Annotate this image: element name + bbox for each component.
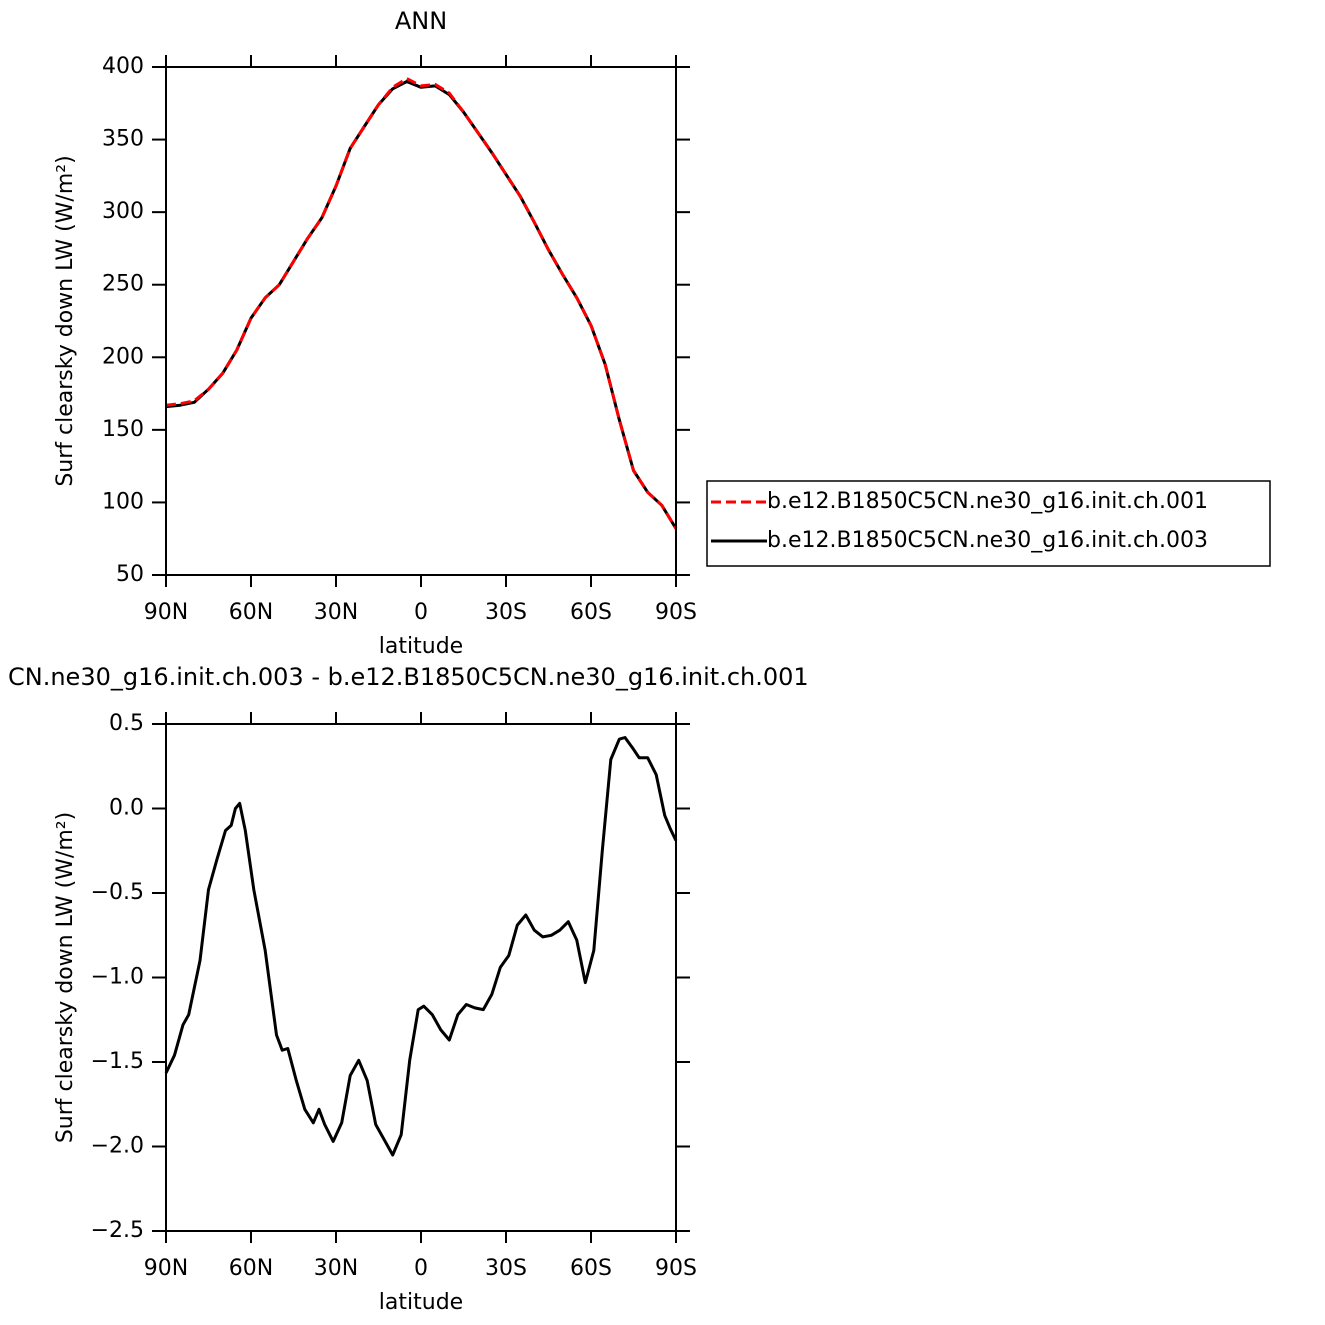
x-tick-label: 0 [414, 600, 428, 625]
y-tick-label: 150 [102, 417, 144, 442]
y-tick-label: −1.5 [91, 1049, 144, 1074]
y-tick-label: 50 [116, 562, 144, 587]
legend-label: b.e12.B1850C5CN.ne30_g16.init.ch.001 [767, 489, 1208, 514]
x-tick-label: 90N [144, 1256, 188, 1281]
y-tick-label: 0.5 [109, 711, 144, 736]
y-tick-label: 0.0 [109, 796, 144, 821]
y-tick-label: 300 [102, 199, 144, 224]
x-tick-label: 90N [144, 600, 188, 625]
y-tick-label: −2.0 [91, 1134, 144, 1159]
y-tick-label: −1.0 [91, 965, 144, 990]
chart-title: CN.ne30_g16.init.ch.003 - b.e12.B1850C5C… [8, 663, 809, 691]
x-axis-label: latitude [379, 1290, 463, 1315]
legend-label: b.e12.B1850C5CN.ne30_g16.init.ch.003 [767, 528, 1208, 553]
plot-frame [165, 66, 677, 576]
x-tick-label: 0 [414, 1256, 428, 1281]
x-tick-label: 60S [570, 1256, 612, 1281]
x-tick-label: 90S [655, 1256, 697, 1281]
y-tick-label: 100 [102, 489, 144, 514]
x-tick-label: 60S [570, 600, 612, 625]
y-tick-label: −0.5 [91, 880, 144, 905]
y-axis-label: Surf clearsky down LW (W/m²) [53, 812, 78, 1143]
plot-frame [165, 723, 677, 1232]
data-line [165, 80, 678, 530]
y-tick-label: 400 [102, 54, 144, 79]
legend-box [706, 480, 1271, 567]
y-tick-label: −2.5 [91, 1218, 144, 1243]
y-tick-label: 200 [102, 344, 144, 369]
x-tick-label: 30N [314, 1256, 358, 1281]
x-tick-label: 90S [655, 600, 697, 625]
x-tick-label: 60N [229, 600, 273, 625]
data-line [165, 77, 678, 530]
x-tick-label: 30N [314, 600, 358, 625]
x-tick-label: 60N [229, 1256, 273, 1281]
x-tick-label: 30S [485, 600, 527, 625]
x-axis-label: latitude [379, 634, 463, 659]
x-tick-label: 30S [485, 1256, 527, 1281]
y-tick-label: 250 [102, 272, 144, 297]
data-line [164, 736, 678, 1157]
y-axis-label: Surf clearsky down LW (W/m²) [53, 155, 78, 486]
y-tick-label: 350 [102, 127, 144, 152]
chart-title: ANN [395, 7, 447, 35]
